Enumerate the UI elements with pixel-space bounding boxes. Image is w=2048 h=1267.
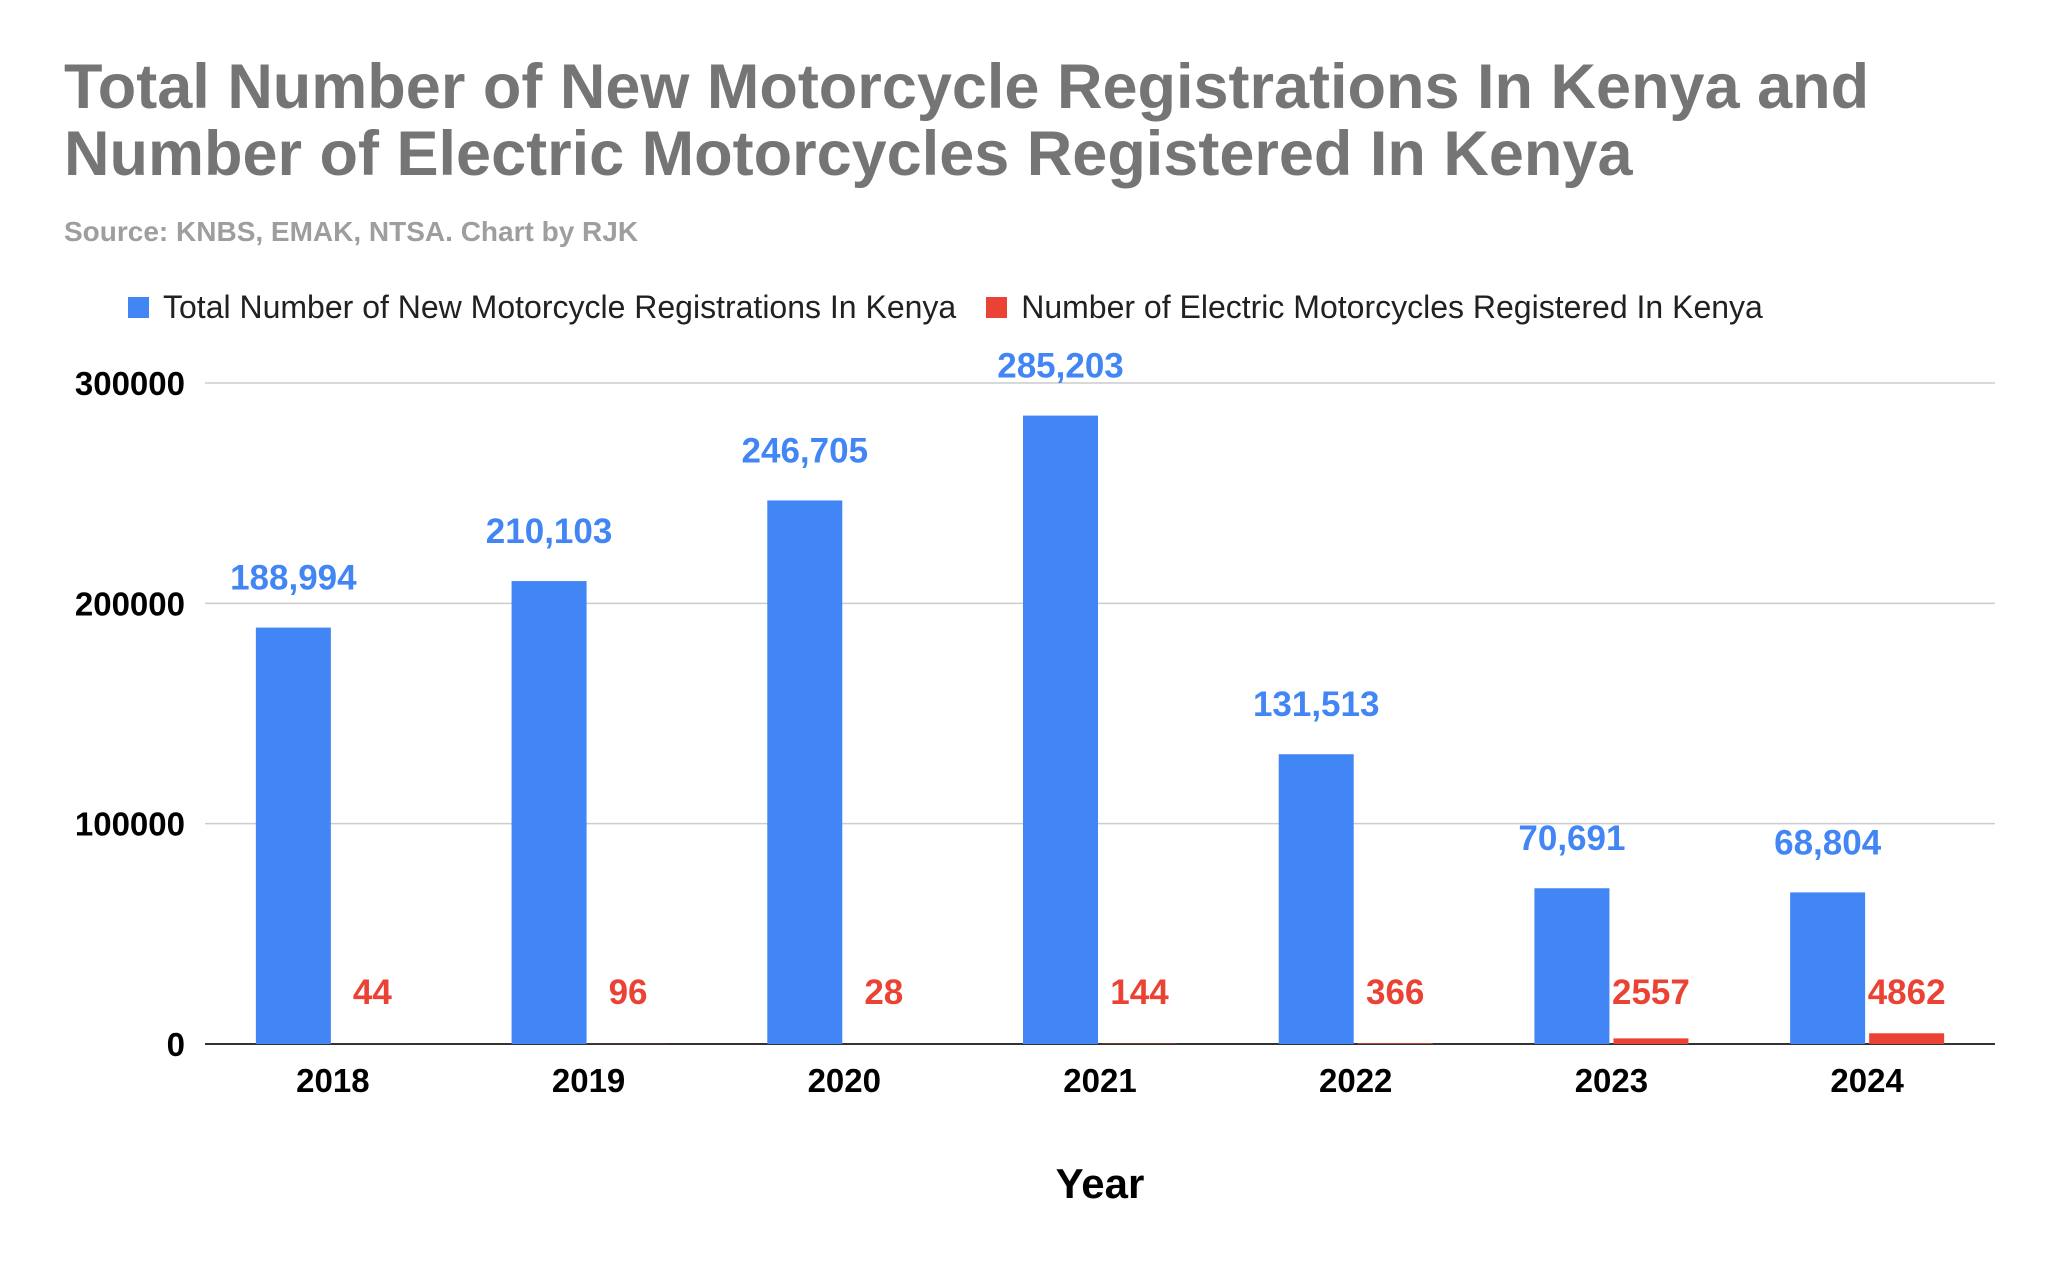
bar-total	[1790, 892, 1866, 1044]
legend-item-total: Total Number of New Motorcycle Registrat…	[128, 289, 956, 326]
bar-total	[1278, 754, 1354, 1044]
x-axis-title: Year	[1056, 1160, 1145, 1207]
data-label-total: 285,203	[997, 347, 1124, 386]
data-label-total: 131,513	[1253, 685, 1380, 724]
data-label-electric: 44	[353, 973, 392, 1012]
x-tick-label: 2024	[1830, 1062, 1904, 1099]
y-tick-label: 300000	[75, 365, 185, 402]
legend: Total Number of New Motorcycle Registrat…	[128, 289, 1793, 326]
data-label-total: 70,691	[1518, 819, 1625, 858]
legend-label-total: Total Number of New Motorcycle Registrat…	[163, 289, 957, 325]
bar-electric	[1869, 1033, 1945, 1044]
y-tick-label: 100000	[75, 806, 185, 843]
data-label-electric: 366	[1366, 973, 1424, 1012]
legend-swatch-electric	[986, 297, 1008, 318]
legend-label-electric: Number of Electric Motorcycles Registere…	[1021, 289, 1763, 325]
bar-total	[1534, 888, 1610, 1044]
y-tick-label: 0	[167, 1026, 185, 1063]
y-tick-label: 200000	[75, 585, 185, 622]
data-label-electric: 28	[864, 973, 903, 1012]
chart-subtitle: Source: KNBS, EMAK, NTSA. Chart by RJK	[64, 216, 639, 247]
x-tick-label: 2023	[1575, 1062, 1648, 1099]
bar-electric	[1357, 1043, 1433, 1044]
data-label-electric: 144	[1110, 973, 1169, 1012]
bar-total	[255, 627, 331, 1044]
bar-total	[511, 581, 587, 1044]
x-tick-label: 2020	[808, 1062, 881, 1099]
legend-swatch-total	[128, 297, 149, 318]
data-label-electric: 96	[609, 973, 648, 1012]
x-tick-label: 2022	[1319, 1062, 1392, 1099]
data-label-total: 246,705	[742, 431, 869, 470]
bar-electric	[1613, 1038, 1689, 1044]
data-label-total: 68,804	[1774, 823, 1882, 862]
chart-title: Total Number of New Motorcycle Registrat…	[64, 52, 1870, 189]
data-label-total: 188,994	[230, 559, 357, 598]
data-label-electric: 2557	[1612, 973, 1690, 1012]
data-label-electric: 4862	[1868, 973, 1946, 1012]
bar-total	[1023, 415, 1098, 1044]
bar-total	[767, 500, 843, 1044]
x-tick-label: 2018	[296, 1062, 369, 1099]
data-label-total: 210,103	[486, 512, 613, 551]
legend-item-electric: Number of Electric Motorcycles Registere…	[986, 289, 1763, 326]
x-tick-label: 2021	[1063, 1062, 1136, 1099]
x-tick-label: 2019	[552, 1062, 625, 1099]
